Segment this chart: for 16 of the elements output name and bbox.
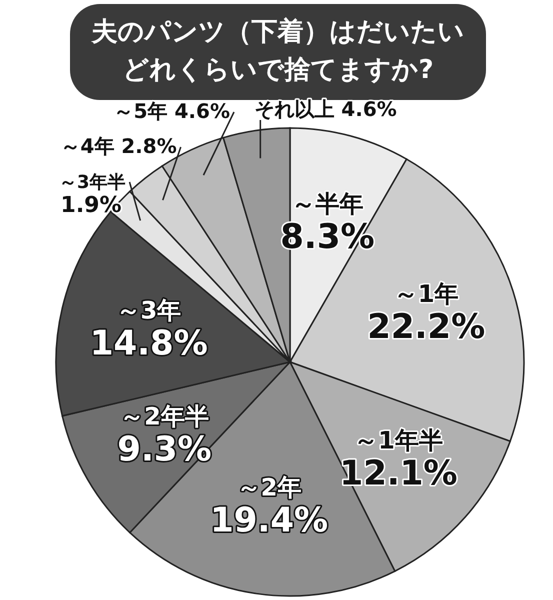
data-label: 22.2% bbox=[367, 307, 486, 347]
title: 夫のパンツ（下着）はだいたいどれくらいで捨てますか? bbox=[70, 4, 486, 100]
data-label: 19.4% bbox=[210, 500, 328, 541]
slice-label: ～5年 4.6% bbox=[114, 99, 230, 123]
slice-label: ～半年 bbox=[291, 190, 364, 218]
slice-label: ～3年 bbox=[116, 296, 182, 325]
chart-title: 夫のパンツ（下着）はだいたいどれくらいで捨てますか? bbox=[90, 17, 464, 85]
slice-label: ～2年 bbox=[236, 474, 302, 502]
slice-label: ～4年 2.8% bbox=[60, 134, 177, 158]
slice-label: ～1年半 bbox=[354, 426, 443, 454]
slice-label: ～2年半 bbox=[120, 402, 209, 431]
data-label: 9.3% bbox=[117, 430, 212, 470]
slice-label: それ以上 4.6% bbox=[254, 97, 397, 121]
slice-label: ～3年半 bbox=[59, 172, 126, 193]
data-label: 14.8% bbox=[90, 324, 208, 364]
slice-label: ～1年 bbox=[394, 280, 459, 308]
